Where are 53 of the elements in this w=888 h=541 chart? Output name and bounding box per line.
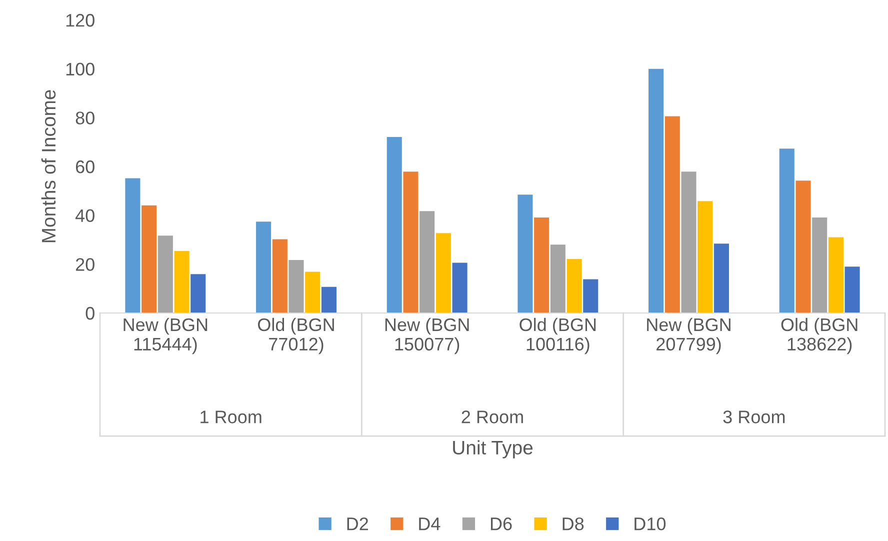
x-tick-label: Old (BGN 77012) <box>258 318 334 354</box>
bar <box>158 236 173 313</box>
text: 3 Room <box>723 410 785 424</box>
bar <box>828 237 844 313</box>
bar <box>518 194 533 313</box>
x-tick-label: New (BGN 115444) <box>124 318 208 354</box>
bar <box>714 244 729 313</box>
bar <box>174 250 190 313</box>
bar <box>796 180 811 313</box>
y-tick-label: 100 <box>66 62 94 76</box>
y-tick-label: 40 <box>75 209 94 222</box>
bar <box>305 272 320 313</box>
bar <box>664 116 680 313</box>
legend-label: D6 <box>490 517 512 530</box>
bar <box>648 68 664 313</box>
bar <box>681 172 696 313</box>
bar <box>534 218 550 313</box>
legend-label: D4 <box>419 518 440 530</box>
legend-label: D10 <box>634 517 666 530</box>
y-tick-label: 0 <box>86 306 94 320</box>
bar <box>321 286 336 313</box>
y-tick-label: 80 <box>76 112 94 124</box>
bar <box>436 233 451 313</box>
bar <box>779 148 794 313</box>
bar <box>142 205 157 313</box>
bar <box>420 211 435 313</box>
bar <box>125 178 140 313</box>
bar <box>844 266 860 313</box>
y-axis-title: Months of Income <box>41 90 56 242</box>
bar <box>698 201 713 313</box>
bar <box>256 222 272 313</box>
bar <box>583 279 598 313</box>
legend-label: D2 <box>347 517 368 530</box>
bar <box>812 218 828 313</box>
x-tick-label: Old (BGN 138622) <box>781 318 858 354</box>
bar <box>386 136 402 313</box>
bar <box>288 260 304 313</box>
y-tick-label: 60 <box>76 160 94 174</box>
legend-label: D8 <box>562 517 584 530</box>
bar <box>403 172 418 313</box>
x-tick-label: Old (BGN 100116) <box>520 318 596 354</box>
x-tick-label: New (BGN 150077) <box>385 318 469 354</box>
text: 1 Room <box>200 410 262 424</box>
bar <box>550 244 566 313</box>
y-tick-label: 120 <box>66 14 94 27</box>
bar <box>272 239 288 313</box>
x-tick-label: New (BGN 207799) <box>647 318 730 354</box>
bar <box>190 274 206 313</box>
text: 2 Room <box>462 410 523 424</box>
bar <box>452 262 468 313</box>
bar <box>566 259 582 313</box>
x-axis-title: Unit Type <box>453 440 533 458</box>
y-tick-label: 20 <box>76 258 94 271</box>
